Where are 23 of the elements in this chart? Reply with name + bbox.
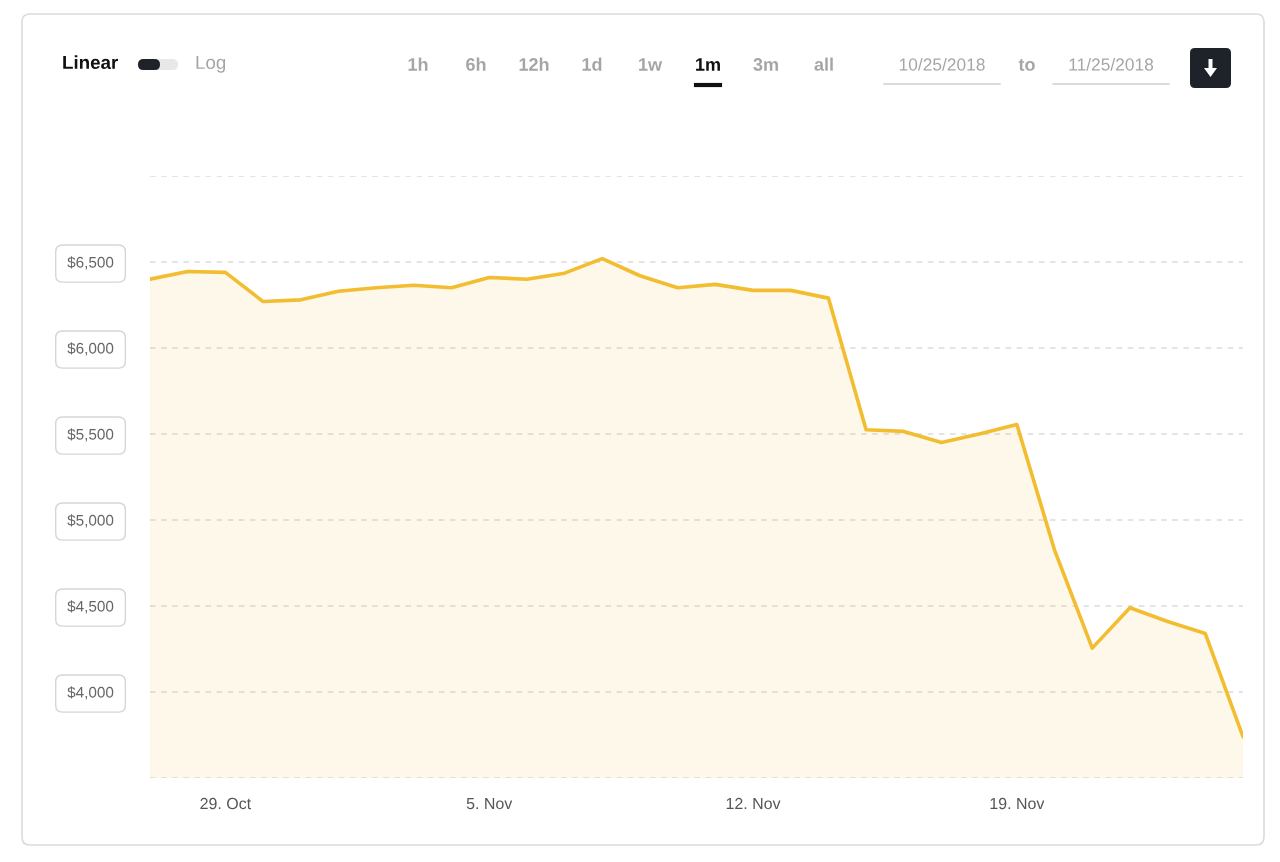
y-tick-label: $6,000 xyxy=(67,342,114,356)
text: 1d xyxy=(582,57,602,71)
y-tick-label: $4,000 xyxy=(67,686,114,700)
text: 10/25/2018 xyxy=(899,57,985,71)
text: 1m xyxy=(696,58,720,71)
x-tick-label: 19. Nov xyxy=(990,797,1045,810)
text: 11/25/2018 xyxy=(1069,57,1154,71)
y-tick-label: $5,000 xyxy=(67,514,114,528)
y-tick-label: $6,500 xyxy=(67,256,114,270)
text: Log xyxy=(196,55,226,73)
text: 1h xyxy=(408,57,428,71)
text: 1w xyxy=(639,58,663,71)
text: 3m xyxy=(753,58,778,71)
x-tick-label: 12. Nov xyxy=(726,797,781,810)
text: 12h xyxy=(519,57,549,71)
text: all xyxy=(814,57,833,71)
y-tick-label: $4,500 xyxy=(67,600,114,614)
text: 6h xyxy=(466,57,486,71)
y-tick-label: $5,500 xyxy=(67,428,114,442)
x-tick-label: 29. Oct xyxy=(200,797,252,810)
text: to xyxy=(1018,58,1035,71)
text: Linear xyxy=(63,55,118,70)
x-tick-label: 5. Nov xyxy=(466,798,513,810)
